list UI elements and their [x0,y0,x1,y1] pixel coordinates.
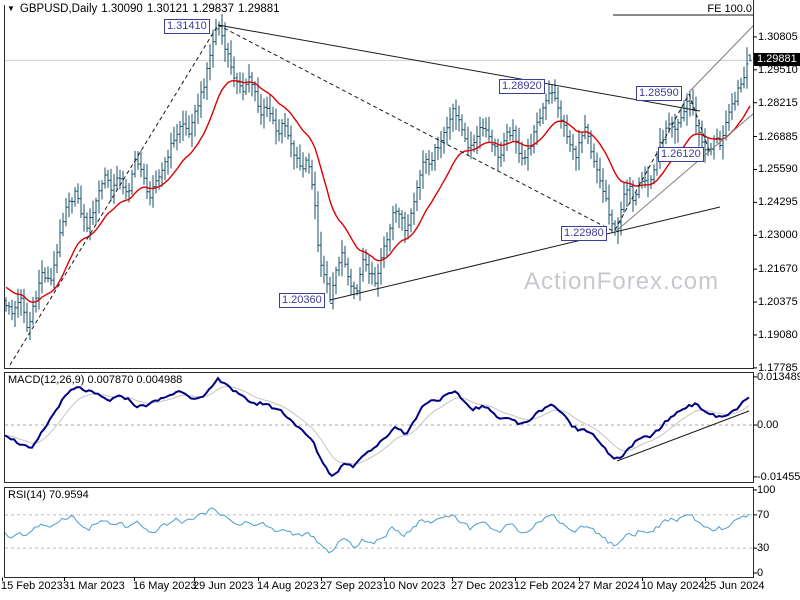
rsi-name: RSI(14) [8,489,46,501]
macd-pane-label: MACD(12,26,9) 0.007870 0.004988 [8,374,182,386]
price-axis-label: 1.21670 [758,263,798,276]
rsi-axis-label: 30 [757,542,770,555]
trendline-3[interactable] [217,24,616,233]
trendline-6[interactable] [688,24,755,93]
trendline-1[interactable] [9,24,219,366]
rsi-axis-label: 0 [757,567,764,579]
swing-price-label[interactable]: 1.22980 [561,226,607,241]
price-ohlc-bars [4,13,752,341]
symbol-header: ▼ GBPUSD,Daily 1.30090 1.30121 1.29837 1.2988… [7,3,284,15]
swing-price-label[interactable]: 1.28590 [636,86,682,101]
price-axis-label: 1.26885 [758,130,798,143]
price-axis-label: 1.19080 [758,328,798,341]
macd-pane-border [4,372,754,483]
actionforex-watermark: ActionForex.com [524,268,720,295]
swing-price-label[interactable]: 1.31410 [164,19,210,34]
trendline-2[interactable] [217,24,701,112]
swing-price-label[interactable]: 1.20360 [279,293,325,308]
rsi-axis-label: 100 [757,484,776,496]
date-axis-label: 27 Dec 2023 [451,580,514,592]
price-axis-label: 1.20375 [758,296,798,309]
ohlc-close: 1.29881 [237,3,280,15]
swing-price-label[interactable]: 1.26120 [658,147,704,162]
price-axis-label: 1.24295 [758,196,798,209]
macd-values: 0.007870 0.004988 [87,374,183,386]
macd-axis-label: -0.014554 [757,470,800,483]
rsi-pane-border [4,487,754,578]
current-price-tag: 1.29881 [754,53,800,67]
trendline-8[interactable] [688,93,711,154]
date-axis-label: 27 Sep 2023 [320,580,383,592]
ohlc-open: 1.30090 [101,3,143,15]
price-axis-label: 1.28215 [758,96,798,109]
date-axis-label: 14 Aug 2023 [257,580,319,592]
date-axis-label: 10 May 2024 [641,580,705,592]
price-axis-label: 1.29510 [758,63,798,76]
date-axis-label: 10 Nov 2023 [383,580,446,592]
macd-name: MACD(12,26,9) [8,374,85,386]
macd-axis-label: 0.00 [757,419,779,431]
collapse-triangle-icon[interactable]: ▼ [7,4,15,13]
date-axis-label: 27 Mar 2024 [578,580,640,592]
moving-average-line[interactable] [5,79,751,303]
macd-trendline[interactable] [616,410,750,462]
trendline-7[interactable] [614,93,690,231]
price-axis-label: 1.23000 [758,229,798,242]
price-axis-label: 1.17785 [758,361,798,374]
symbol-title: GBPUSD,Daily [19,3,98,15]
ohlc-low: 1.29837 [192,3,234,15]
price-pane-border [4,0,754,369]
rsi-line [4,507,750,554]
date-axis-label: 31 Mar 2023 [63,580,125,592]
date-axis-label: 15 Feb 2023 [1,580,63,592]
date-axis-label: 16 May 2023 [133,580,197,592]
macd-main-line [4,376,750,478]
rsi-axis-label: 70 [757,508,770,521]
macd-axis-label: 0.013489 [757,370,800,383]
macd-signal-line [4,385,750,465]
rsi-pane-label: RSI(14) 70.9594 [8,489,89,501]
date-axis-label: 29 Jun 2023 [193,580,254,592]
price-axis-label: 1.30805 [758,30,798,43]
trendline-5[interactable] [614,113,754,233]
date-axis-label: 12 Feb 2024 [514,580,576,592]
swing-price-label[interactable]: 1.28920 [499,79,545,94]
date-axis-label: 25 Jun 2024 [704,580,765,592]
trendline-4[interactable] [329,206,721,301]
ohlc-high: 1.30121 [146,3,189,15]
price-axis-label: 1.25590 [758,163,798,176]
rsi-values: 70.9594 [48,489,89,501]
fe-expansion-label[interactable]: FE 100.0 [707,3,752,15]
